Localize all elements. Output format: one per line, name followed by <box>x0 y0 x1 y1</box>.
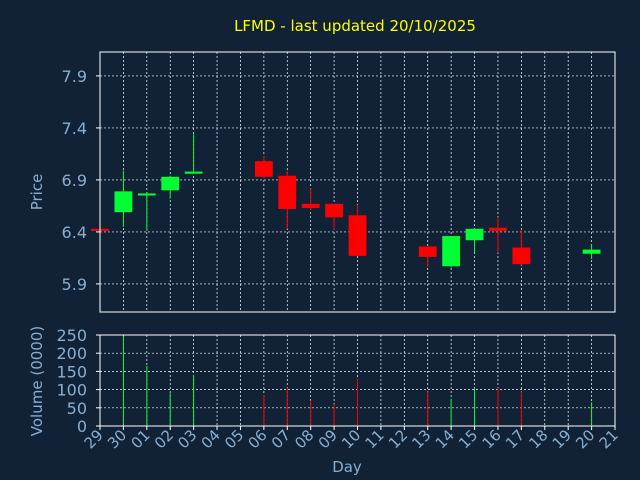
price-tick-label: 7.9 <box>62 67 87 86</box>
candle-body <box>418 246 437 257</box>
candle-body <box>325 203 343 218</box>
candle-body <box>348 215 367 256</box>
chart-title: LFMD - last updated 20/10/2025 <box>234 17 476 35</box>
volume-tick-label: 250 <box>56 326 87 345</box>
volume-tick-label: 0 <box>77 417 87 436</box>
candle-body <box>184 171 203 174</box>
volume-bars <box>122 336 593 426</box>
candle-body <box>137 193 156 196</box>
volume-tick-label: 100 <box>56 381 87 400</box>
price-tick-label: 7.4 <box>62 119 87 138</box>
x-axis-label: Day <box>332 458 362 476</box>
candle-body <box>582 249 601 254</box>
price-tick-label: 6.9 <box>62 171 87 190</box>
candle-body <box>489 227 507 231</box>
candle-body <box>301 203 320 208</box>
candle-body <box>278 175 297 210</box>
candle-body <box>442 236 461 267</box>
price-grid <box>100 52 615 312</box>
candle-body <box>161 176 180 191</box>
candle-body <box>254 161 273 177</box>
price-axis-label: Price <box>28 174 46 211</box>
price-y-axis: 5.9 6.4 6.9 7.4 7.9 <box>62 67 100 294</box>
candle-body <box>512 247 531 265</box>
x-axis: 2930010203040506070809101112131415161718… <box>81 426 622 452</box>
price-tick-label: 5.9 <box>62 275 87 294</box>
price-panel-frame <box>99 51 616 313</box>
volume-axis-label: Volume (0000) <box>28 326 46 436</box>
price-tick-label: 6.4 <box>62 223 87 242</box>
candles <box>91 134 601 268</box>
volume-tick-label: 200 <box>56 344 87 363</box>
candle-body <box>114 191 133 213</box>
candle-body <box>465 228 484 241</box>
volume-tick-label: 50 <box>67 399 87 418</box>
volume-tick-label: 150 <box>56 362 87 381</box>
